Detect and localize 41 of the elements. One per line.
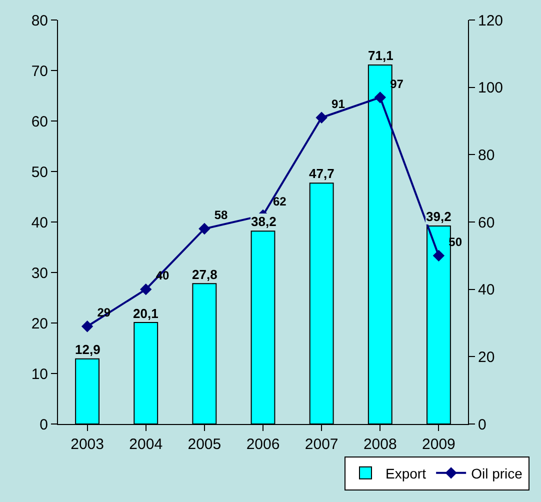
y-tick-label: 40	[31, 214, 48, 232]
data-label: 58	[211, 208, 228, 222]
y-tick-label: 30	[31, 264, 48, 282]
y2-tick-label: 80	[478, 146, 495, 164]
y-tick-label: 80	[31, 12, 48, 30]
x-tick-label: 2003	[70, 436, 104, 453]
point	[198, 222, 210, 235]
point	[140, 283, 152, 296]
x-tick-label: 2006	[246, 436, 280, 453]
y2-tick-label: 40	[478, 282, 495, 299]
data-label: 38,2	[251, 214, 276, 229]
data-label: 20,1	[133, 306, 158, 321]
y-tick-label: 70	[31, 62, 48, 80]
y-tick-label: 10	[31, 366, 48, 383]
data-label: 91	[328, 97, 346, 112]
y2-tick-label: 20	[478, 348, 495, 366]
y2-tick-label: 60	[478, 214, 495, 232]
y-tick-label: 0	[40, 416, 48, 434]
x-tick-label: 2005	[188, 436, 222, 453]
point	[432, 250, 445, 262]
data-label: 27,8	[192, 267, 218, 282]
x-tick-label: 2007	[304, 436, 338, 453]
y-tick-label: 60	[31, 113, 48, 130]
data-label: 39,2	[426, 209, 452, 224]
data-label: 62	[270, 194, 287, 209]
y2-tick-label: 120	[478, 12, 504, 30]
y2-tick-label: 100	[478, 80, 504, 97]
y2-tick-label: 0	[478, 416, 486, 434]
point	[81, 320, 94, 332]
legend-label: Export	[386, 465, 426, 482]
x-tick-label: 2004	[129, 436, 163, 453]
legend-label: Oil price	[471, 465, 523, 482]
data-label: 12,9	[75, 342, 100, 357]
point	[374, 92, 386, 104]
data-label: 71,1	[368, 48, 394, 63]
x-tick-label: 2008	[363, 436, 397, 453]
point	[316, 112, 328, 124]
data-label: 47,7	[309, 166, 334, 181]
y-tick-label: 20	[31, 315, 48, 332]
x-tick-label: 2009	[422, 436, 456, 453]
y-tick-label: 50	[31, 164, 48, 181]
